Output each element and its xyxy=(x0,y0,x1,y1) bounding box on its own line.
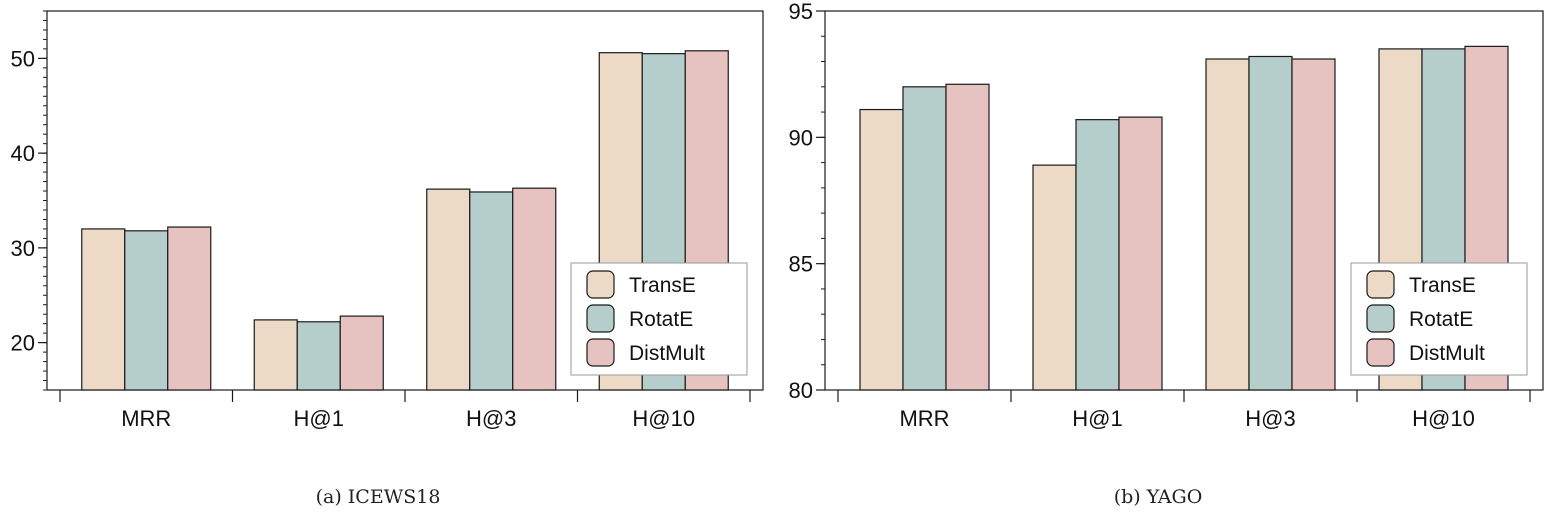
bar-transe-hat3 xyxy=(426,188,471,391)
x-tick-label: H@10 xyxy=(632,406,695,431)
bar-distmult-hat3 xyxy=(512,187,557,391)
bar-rotate-mrr xyxy=(124,230,169,391)
bar-rotate-hat3 xyxy=(1248,55,1293,391)
legend-label-transe: TransE xyxy=(1409,274,1476,297)
caption-icews18: (a) ICEWS18 xyxy=(315,486,441,508)
x-tick-label: H@10 xyxy=(1412,406,1475,431)
legend-label-transe: TransE xyxy=(629,274,696,297)
legend-label-rotate: RotatE xyxy=(1409,308,1473,331)
bar-transe-mrr xyxy=(81,228,126,391)
bar-transe-hat3 xyxy=(1205,58,1250,391)
bar-transe-hat1 xyxy=(1032,164,1077,391)
legend-swatch-transe xyxy=(586,270,615,299)
bar-rotate-hat1 xyxy=(296,321,341,391)
y-tick-label: 20 xyxy=(11,331,35,356)
legend-swatch-transe xyxy=(1366,270,1395,299)
y-tick-label: 95 xyxy=(789,0,813,24)
x-tick-label: H@3 xyxy=(466,406,516,431)
caption-yago: (b) YAGO xyxy=(1113,486,1203,508)
bar-distmult-hat1 xyxy=(339,315,384,391)
y-tick-label: 85 xyxy=(789,252,813,277)
bar-transe-mrr xyxy=(859,108,904,391)
bar-rotate-hat1 xyxy=(1075,119,1120,391)
chart-icews18: 20 30 40 50 MRR H@1 H@3 H@10 TransE RotatE DistMul… xyxy=(11,10,764,431)
bar-distmult-mrr xyxy=(945,83,990,391)
x-tick-label: MRR xyxy=(121,406,171,431)
x-tick-label: MRR xyxy=(899,406,949,431)
bar-transe-hat1 xyxy=(253,319,298,391)
x-tick-label: H@1 xyxy=(294,406,344,431)
legend-label-distmult: DistMult xyxy=(1409,342,1485,365)
legend-label-distmult: DistMult xyxy=(629,342,705,365)
y-tick-label: 40 xyxy=(11,141,35,166)
y-tick-label: 30 xyxy=(11,236,35,261)
legend-swatch-rotate xyxy=(1366,304,1395,333)
x-tick-label: H@1 xyxy=(1072,406,1122,431)
bar-distmult-hat1 xyxy=(1118,116,1163,391)
bar-rotate-mrr xyxy=(902,86,947,391)
bar-distmult-mrr xyxy=(167,226,212,391)
chart-yago: 80 85 90 95 MRR H@1 H@3 H@10 TransE RotatE DistMul… xyxy=(789,0,1544,431)
y-tick-label: 50 xyxy=(11,46,35,71)
legend-swatch-distmult xyxy=(586,338,615,367)
bar-distmult-hat3 xyxy=(1291,58,1336,391)
y-tick-label: 80 xyxy=(789,378,813,403)
legend-label-rotate: RotatE xyxy=(629,308,693,331)
legend-swatch-distmult xyxy=(1366,338,1395,367)
y-tick-label: 90 xyxy=(789,125,813,150)
bar-rotate-hat3 xyxy=(469,191,514,391)
legend-swatch-rotate xyxy=(586,304,615,333)
x-tick-label: H@3 xyxy=(1245,406,1295,431)
